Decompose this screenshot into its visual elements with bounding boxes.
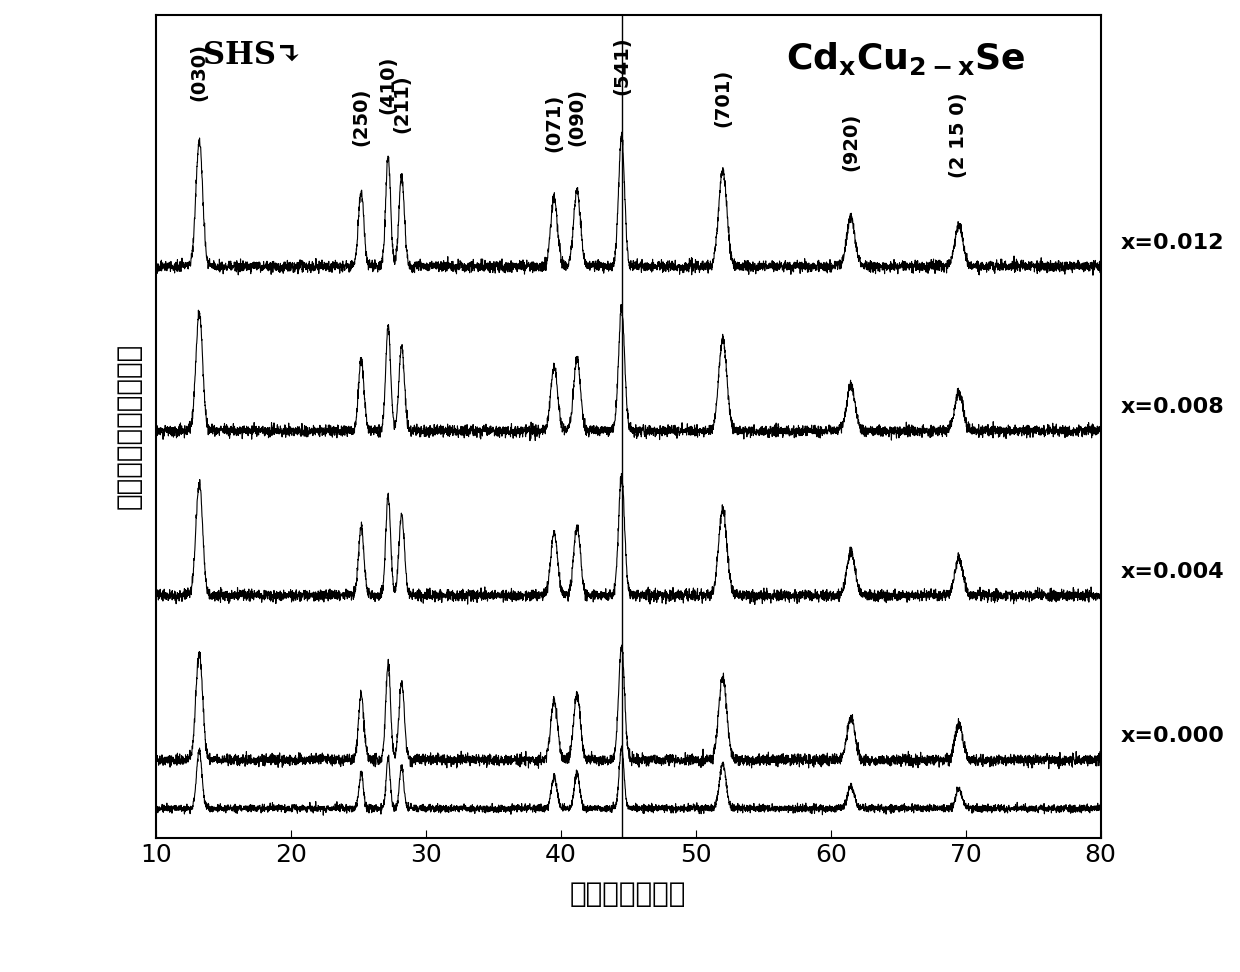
Text: (071): (071) [544, 94, 564, 152]
X-axis label: 衍射角度（度）: 衍射角度（度） [570, 881, 687, 909]
Text: (701): (701) [713, 68, 733, 126]
Y-axis label: 衍射强度（任意单位）: 衍射强度（任意单位） [114, 343, 143, 509]
Text: (250): (250) [352, 87, 371, 146]
Text: (410): (410) [378, 55, 398, 114]
Text: (030): (030) [190, 43, 208, 101]
Text: (090): (090) [568, 87, 587, 146]
Text: SHS↴: SHS↴ [203, 40, 301, 71]
Text: (541): (541) [613, 36, 631, 94]
Text: x=0.008: x=0.008 [1121, 398, 1225, 417]
Text: x=0.012: x=0.012 [1121, 232, 1224, 253]
Text: (2 15 0): (2 15 0) [950, 92, 968, 178]
Text: (920): (920) [842, 113, 861, 171]
Text: x=0.004: x=0.004 [1121, 562, 1224, 581]
Text: (211): (211) [392, 74, 412, 133]
Text: $\mathbf{Cd_xCu_{2-x}Se}$: $\mathbf{Cd_xCu_{2-x}Se}$ [786, 40, 1025, 77]
Text: x=0.000: x=0.000 [1121, 726, 1225, 746]
